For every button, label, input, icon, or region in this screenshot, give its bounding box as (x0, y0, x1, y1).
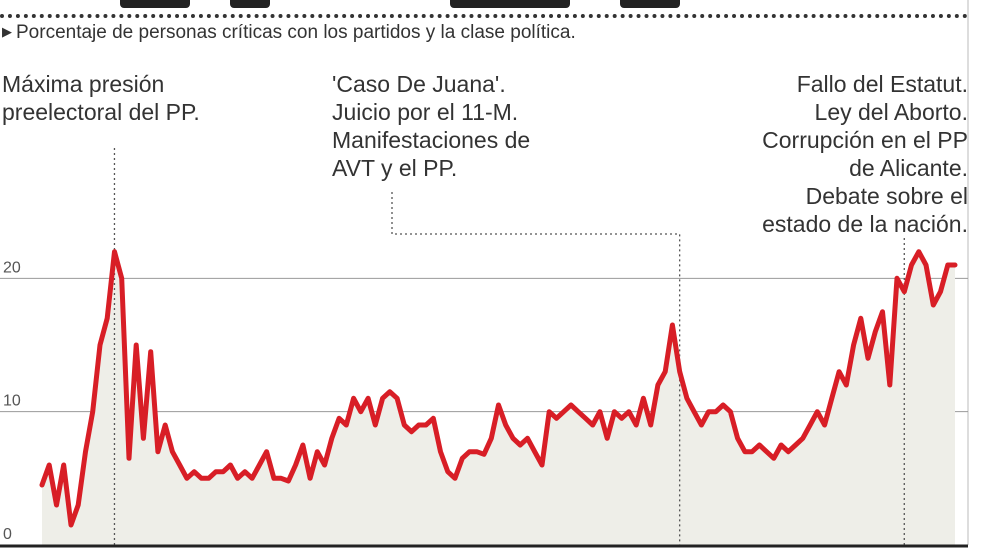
annotation-line: Juicio por el 11-M. (332, 99, 519, 125)
annotation-line: Debate sobre el (805, 183, 968, 209)
annotation-middle: 'Caso De Juana'. Juicio por el 11-M. Man… (332, 70, 530, 182)
area-fill (42, 251, 955, 545)
y-tick-label: 20 (3, 259, 21, 276)
y-tick-label: 0 (3, 526, 12, 543)
annotation-right: Fallo del Estatut. Ley del Aborto. Corru… (762, 70, 968, 238)
annotation-left: Máxima presión preelectoral del PP. (2, 70, 200, 126)
chart-subtitle-text: Porcentaje de personas críticas con los … (16, 22, 576, 43)
leader-line (391, 192, 681, 545)
annotation-line: estado de la nación. (762, 211, 968, 237)
annotation-line: Manifestaciones de (332, 127, 531, 153)
chart-subtitle: ▶ Porcentaje de personas críticas con los… (2, 22, 576, 44)
annotation-line: Ley del Aborto. (814, 99, 968, 125)
series-line (39, 249, 958, 528)
annotation-line: 'Caso De Juana'. (332, 71, 506, 97)
annotation-line: de Alicante. (849, 155, 968, 181)
annotation-line: Fallo del Estatut. (796, 71, 968, 97)
clipped-title-fragment (120, 0, 760, 8)
annotation-line: Máxima presión (2, 71, 165, 97)
y-tick-label: 10 (3, 393, 21, 410)
annotation-line: preelectoral del PP. (2, 99, 200, 125)
triangle-bullet-icon: ▶ (2, 24, 12, 39)
annotation-line: Corrupción en el PP (762, 127, 968, 153)
dotted-separator (0, 14, 968, 18)
annotation-line: AVT y el PP. (332, 155, 458, 181)
